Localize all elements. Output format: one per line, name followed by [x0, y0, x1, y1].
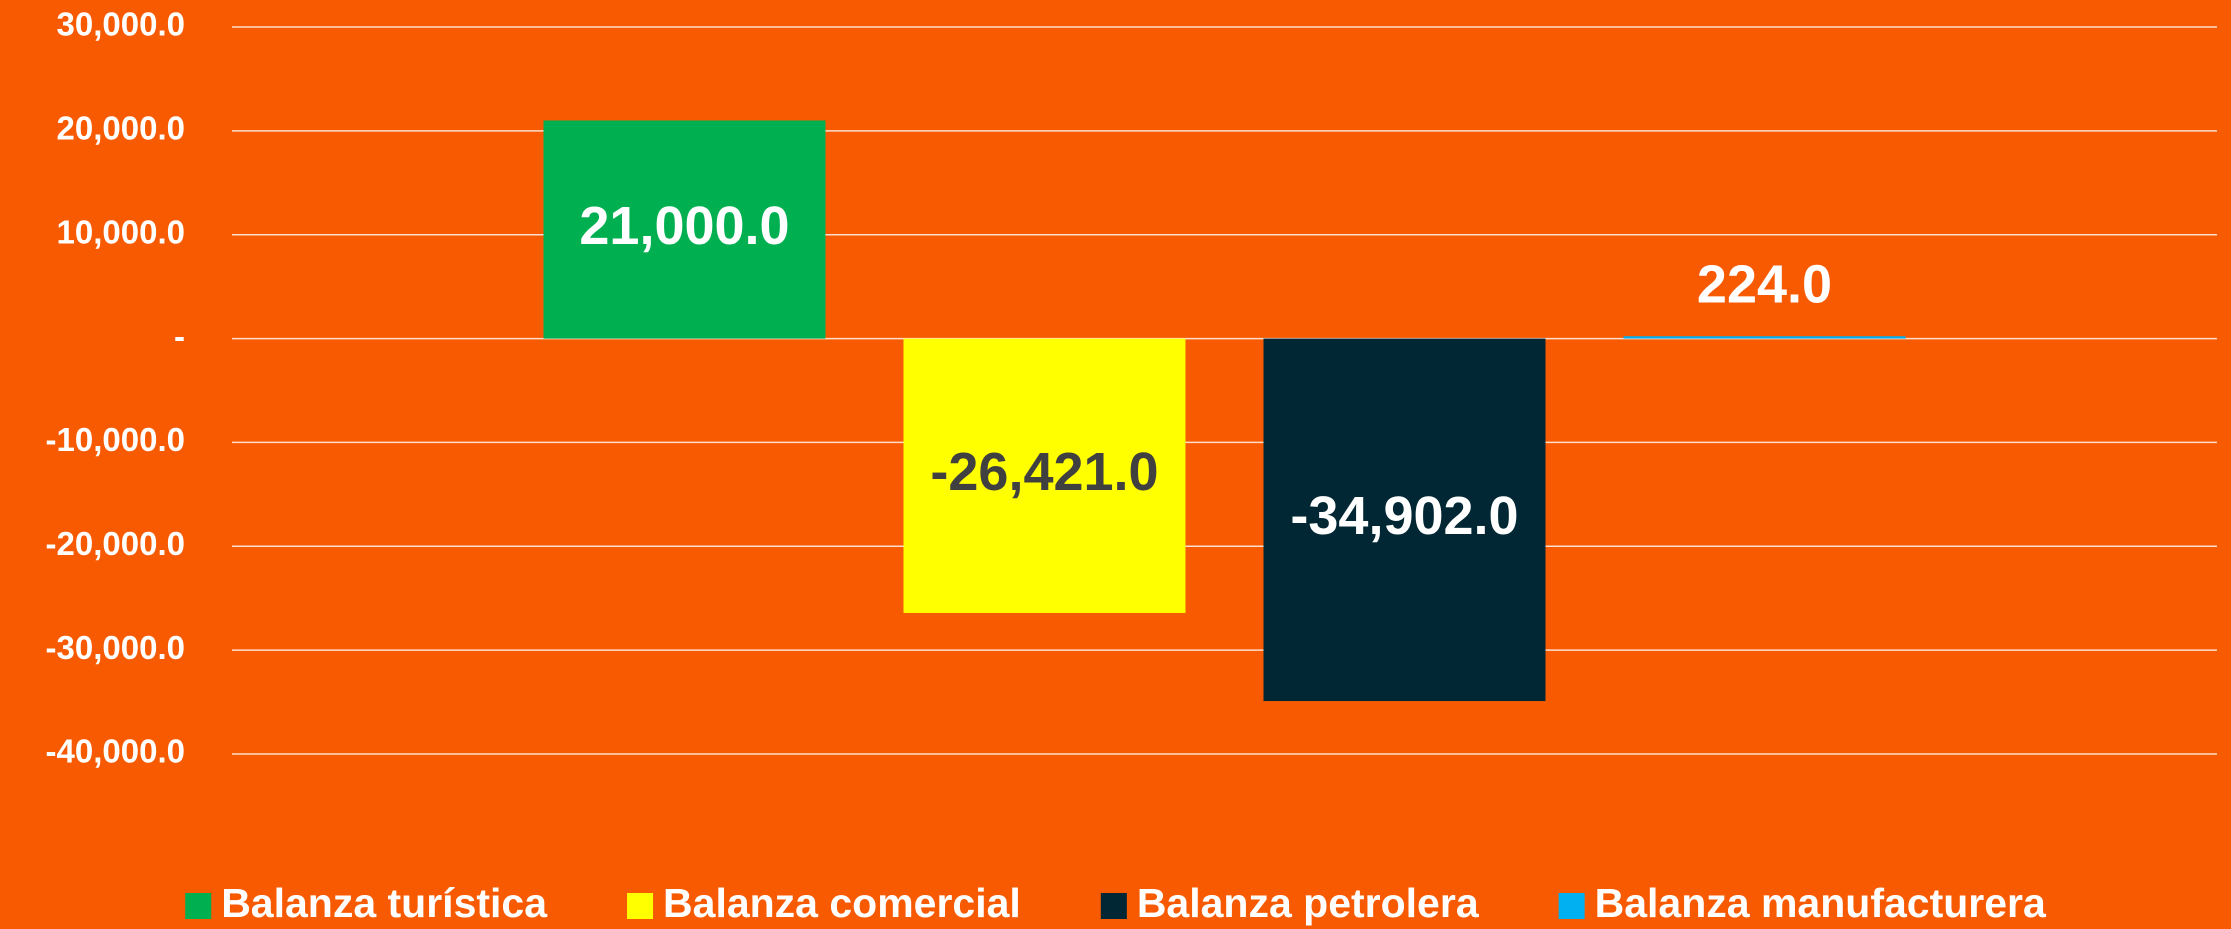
y-tick-label: -40,000.0	[46, 733, 185, 770]
legend-label: Balanza manufacturera	[1595, 880, 2047, 926]
y-tick-label: 10,000.0	[57, 213, 185, 250]
data-label: -26,421.0	[930, 442, 1158, 502]
bar	[1263, 338, 1546, 702]
bar	[903, 338, 1186, 613]
legend-swatch	[1558, 893, 1585, 919]
data-label: 224.0	[1697, 255, 1832, 315]
data-label: 21,000.0	[579, 196, 789, 256]
legend-label: Balanza turística	[221, 880, 548, 926]
data-label: -34,902.0	[1290, 486, 1518, 546]
y-tick-label: 20,000.0	[57, 110, 185, 147]
legend-label: Balanza petrolera	[1137, 880, 1480, 926]
y-tick-label: 30,000.0	[57, 6, 185, 43]
legend-swatch	[1100, 893, 1127, 919]
y-tick-label: -20,000.0	[46, 525, 185, 562]
y-tick-label: -30,000.0	[46, 629, 185, 666]
legend-swatch	[627, 893, 654, 919]
legend-label: Balanza comercial	[663, 880, 1021, 926]
y-tick-label: -	[174, 317, 185, 354]
bar	[543, 120, 826, 339]
y-tick-label: -10,000.0	[46, 421, 185, 458]
bar	[1623, 336, 1906, 339]
legend-swatch	[185, 893, 212, 919]
